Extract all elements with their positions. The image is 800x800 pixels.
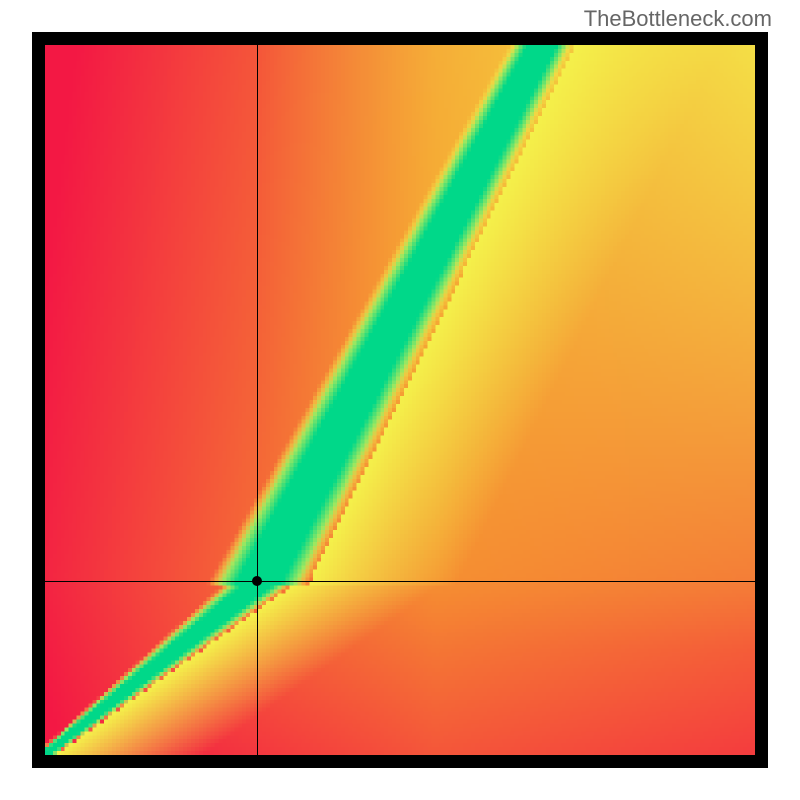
data-point-marker	[252, 576, 262, 586]
bottleneck-heatmap	[45, 45, 755, 755]
watermark-text: TheBottleneck.com	[584, 6, 772, 32]
crosshair-vertical	[257, 45, 258, 755]
root-container: TheBottleneck.com	[0, 0, 800, 800]
plot-frame	[32, 32, 768, 768]
crosshair-horizontal	[45, 581, 755, 582]
